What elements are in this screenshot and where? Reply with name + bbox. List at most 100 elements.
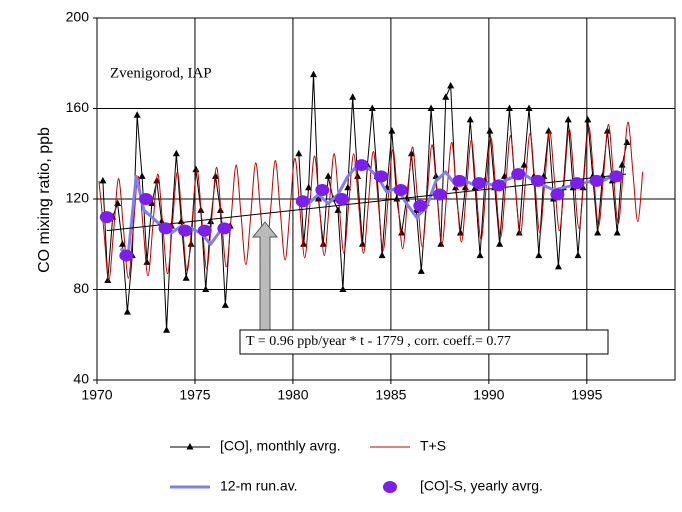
dot-marker bbox=[374, 170, 389, 183]
triangle-marker bbox=[99, 176, 107, 184]
dot-marker bbox=[530, 174, 545, 187]
dot-marker bbox=[432, 188, 447, 201]
grid: 40 80 120 160 200 1970 1975 1980 1985 1990 1995 bbox=[66, 9, 676, 403]
triangle-marker bbox=[339, 285, 347, 292]
dot-marker bbox=[334, 193, 349, 205]
y-axis-label: CO mixing ratio, ppb bbox=[36, 127, 53, 273]
dot-marker bbox=[197, 224, 212, 237]
x-tick-label: 1975 bbox=[179, 387, 210, 403]
triangle-marker bbox=[520, 161, 528, 168]
dot-marker bbox=[383, 481, 397, 493]
dot-marker bbox=[295, 195, 310, 208]
triangle-marker bbox=[138, 172, 146, 179]
triangle-marker bbox=[207, 217, 215, 225]
x-tick-label: 1980 bbox=[277, 387, 308, 403]
y-tick-label: 200 bbox=[66, 9, 90, 25]
legend-label: [CO], monthly avrg. bbox=[220, 438, 341, 454]
dot-marker bbox=[511, 168, 526, 181]
dot-marker bbox=[393, 183, 408, 196]
x-tick-label: 1995 bbox=[571, 387, 602, 403]
triangle-marker bbox=[104, 276, 112, 283]
trend-annotation: T = 0.96 ppb/year * t - 1779 , corr. coe… bbox=[246, 334, 511, 349]
triangle-marker bbox=[505, 104, 513, 111]
triangle-marker bbox=[452, 183, 460, 191]
triangle-marker bbox=[398, 228, 406, 236]
triangle-marker bbox=[123, 308, 131, 315]
x-tick-label: 1990 bbox=[473, 387, 504, 403]
triangle-marker bbox=[300, 240, 308, 247]
y-tick-label: 160 bbox=[66, 99, 90, 115]
annotation-box bbox=[239, 329, 609, 355]
dot-marker bbox=[550, 188, 565, 201]
triangle-marker bbox=[456, 228, 464, 236]
triangle-marker bbox=[554, 262, 562, 270]
triangle-marker bbox=[324, 172, 332, 179]
triangle-marker bbox=[427, 104, 435, 111]
dot-marker bbox=[315, 183, 330, 196]
triangle-marker bbox=[221, 301, 229, 308]
dot-marker bbox=[99, 211, 114, 224]
triangle-marker bbox=[305, 183, 313, 191]
triangle-marker bbox=[486, 127, 494, 134]
dot-marker bbox=[158, 222, 173, 235]
location-label: Zvenigorod, IAP bbox=[110, 65, 212, 81]
triangle-marker bbox=[133, 111, 141, 118]
triangle-marker bbox=[295, 149, 303, 157]
y-tick-label: 120 bbox=[66, 190, 90, 206]
triangle-marker bbox=[354, 172, 362, 179]
triangle-marker bbox=[368, 104, 376, 111]
triangle-marker bbox=[319, 240, 327, 247]
triangle-marker bbox=[143, 258, 151, 265]
triangle-marker bbox=[393, 195, 401, 202]
triangle-marker bbox=[310, 70, 318, 78]
triangle-marker bbox=[378, 251, 386, 259]
triangle-marker bbox=[358, 240, 366, 247]
x-tick-label: 1970 bbox=[81, 387, 112, 403]
triangle-marker bbox=[564, 115, 572, 123]
triangle-marker bbox=[388, 127, 396, 134]
y-tick-label: 80 bbox=[73, 280, 89, 296]
dot-marker bbox=[570, 177, 585, 190]
triangle-marker bbox=[417, 267, 425, 274]
triangle-marker bbox=[535, 251, 543, 259]
dot-marker bbox=[452, 174, 467, 187]
triangle-marker bbox=[172, 149, 180, 157]
triangle-marker bbox=[442, 93, 450, 100]
dot-marker bbox=[354, 159, 369, 172]
y-tick-label: 40 bbox=[73, 371, 89, 387]
triangle-marker bbox=[447, 81, 455, 89]
triangle-marker bbox=[182, 274, 190, 281]
dot-marker bbox=[119, 249, 134, 262]
triangle-marker bbox=[496, 240, 504, 247]
triangle-marker bbox=[574, 251, 582, 259]
triangle-marker bbox=[613, 228, 621, 236]
dot-marker bbox=[472, 177, 487, 190]
legend: [CO], monthly avrg. T+S 12-m run.av. [CO]-S… bbox=[170, 438, 543, 494]
x-tick-label: 1985 bbox=[375, 387, 406, 403]
triangle-marker bbox=[584, 115, 592, 123]
dot-marker bbox=[491, 179, 506, 192]
dot-marker bbox=[138, 193, 153, 205]
dot-marker bbox=[217, 222, 232, 235]
dot-marker bbox=[413, 199, 428, 212]
dot-marker bbox=[178, 224, 193, 237]
dot-marker bbox=[589, 174, 604, 187]
triangle-marker bbox=[466, 115, 474, 123]
triangle-marker bbox=[476, 251, 484, 259]
triangle-marker bbox=[187, 240, 195, 247]
triangle-marker bbox=[118, 240, 126, 247]
triangle-marker bbox=[148, 199, 156, 207]
dot-marker bbox=[609, 170, 624, 183]
triangle-marker bbox=[202, 285, 210, 292]
legend-label: T+S bbox=[420, 438, 446, 454]
legend-label: [CO]-S, yearly avrg. bbox=[420, 478, 543, 494]
plot-frame bbox=[96, 17, 676, 381]
triangle-marker bbox=[163, 326, 171, 333]
plot bbox=[98, 70, 644, 333]
triangle-marker bbox=[186, 443, 194, 450]
triangle-marker bbox=[349, 93, 357, 100]
legend-label: 12-m run.av. bbox=[220, 478, 298, 494]
triangle-marker bbox=[525, 104, 533, 111]
triangle-marker bbox=[437, 240, 445, 247]
